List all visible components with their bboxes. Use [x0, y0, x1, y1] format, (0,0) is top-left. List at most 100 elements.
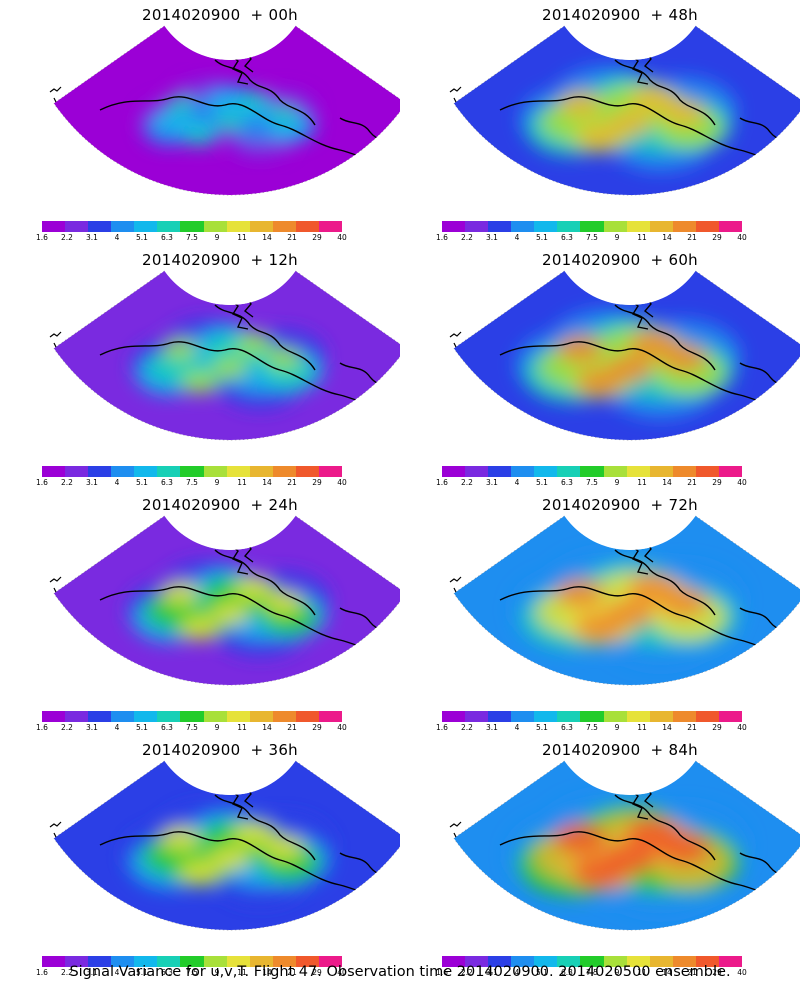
- colorbar-tick-label: 11: [237, 723, 247, 732]
- colorbar-tick-label: 21: [687, 968, 697, 977]
- colorbar-tick-label: 7.5: [186, 478, 198, 487]
- colorbar-swatch: [134, 956, 158, 967]
- colorbar-labels: 1.6 2.2 3.1 4 5.1 6.3 7.5 9 11 14 21 29 40: [36, 478, 347, 488]
- map-canvas: [449, 25, 800, 196]
- colorbar-swatch: [111, 466, 135, 477]
- colorbar-tick-label: 7.5: [186, 723, 198, 732]
- panel-title: 2014020900 + 60h: [541, 251, 698, 269]
- colorbar-swatch: [603, 711, 627, 722]
- colorbar-swatch: [557, 956, 581, 967]
- colorbar-swatch: [65, 956, 89, 967]
- colorbar-tick-label: 2.2: [61, 723, 73, 732]
- colorbar-tick-label: 1.6: [436, 968, 448, 977]
- colorbar-tick-label: 40: [737, 968, 747, 977]
- colorbar-swatch: [272, 711, 296, 722]
- colorbar-swatch: [226, 221, 250, 232]
- colorbar-tick-label: 29: [712, 478, 722, 487]
- colorbar-tick-label: 14: [262, 723, 272, 732]
- island-marks: [449, 576, 462, 593]
- colorbar-tick-label: 3.1: [86, 723, 98, 732]
- colorbar-swatch: [626, 711, 650, 722]
- colorbar-swatch: [672, 711, 696, 722]
- colorbar-swatch: [626, 466, 650, 477]
- colorbar-tick-label: 4: [114, 478, 120, 487]
- colorbar-tick-label: 9: [214, 968, 220, 977]
- colorbar-swatch: [626, 956, 650, 967]
- colorbar-tick-label: 2.2: [61, 233, 73, 242]
- colorbar-tick-label: 9: [614, 478, 620, 487]
- colorbar-swatch: [534, 221, 558, 232]
- colorbar-tick-label: 5.1: [136, 968, 148, 977]
- map-panel-48h: 2014020900 + 48h 1.6 2.2 3.1 4 5.1 6.3 7.5 9 11 1…: [436, 0, 800, 245]
- colorbar-tick-label: 5.1: [136, 723, 148, 732]
- colorbar-swatch: [226, 956, 250, 967]
- panel-title: 2014020900 + 36h: [141, 741, 298, 759]
- colorbar-swatch: [180, 466, 204, 477]
- colorbar-swatch: [134, 466, 158, 477]
- colorbar-labels: 1.6 2.2 3.1 4 5.1 6.3 7.5 9 11 14 21 29 40: [436, 478, 747, 488]
- colorbar-swatch: [42, 221, 66, 232]
- colorbar-swatch: [295, 711, 319, 722]
- map-canvas: [449, 515, 800, 686]
- variance-field: [453, 25, 800, 196]
- colorbar-tick-label: 40: [737, 233, 747, 242]
- colorbar-labels: 1.6 2.2 3.1 4 5.1 6.3 7.5 9 11 14 21 29 40: [436, 968, 747, 978]
- colorbar-tick-label: 3.1: [486, 968, 498, 977]
- colorbar-tick-label: 4: [114, 233, 120, 242]
- colorbar-swatch: [557, 711, 581, 722]
- colorbar-tick-label: 29: [712, 723, 722, 732]
- colorbar-tick-label: 14: [262, 233, 272, 242]
- colorbar-swatch: [488, 221, 512, 232]
- colorbar-swatch: [672, 956, 696, 967]
- colorbar-swatch: [511, 221, 535, 232]
- colorbar-swatch: [580, 711, 604, 722]
- colorbar-swatch: [695, 956, 719, 967]
- colorbar-tick-label: 1.6: [436, 723, 448, 732]
- colorbar-swatch: [111, 221, 135, 232]
- colorbar-tick-label: 14: [662, 233, 672, 242]
- colorbar-swatch: [65, 221, 89, 232]
- colorbar-swatch: [511, 711, 535, 722]
- colorbar-swatch: [42, 711, 66, 722]
- colorbar-swatch: [42, 466, 66, 477]
- colorbar-swatch: [718, 956, 743, 967]
- colorbar-tick-label: 21: [687, 723, 697, 732]
- colorbar-tick-label: 11: [237, 968, 247, 977]
- colorbar-tick-label: 11: [637, 478, 647, 487]
- colorbar-tick-label: 21: [687, 233, 697, 242]
- colorbar-swatch: [180, 711, 204, 722]
- colorbar: [42, 956, 343, 967]
- colorbar-tick-label: 2.2: [61, 968, 73, 977]
- map-canvas: [49, 760, 400, 931]
- colorbar-swatch: [180, 956, 204, 967]
- colorbar-tick-label: 6.3: [561, 478, 573, 487]
- colorbar-tick-label: 3.1: [486, 233, 498, 242]
- colorbar-tick-label: 1.6: [436, 478, 448, 487]
- colorbar-swatch: [157, 221, 181, 232]
- colorbar-tick-label: 4: [514, 968, 520, 977]
- colorbar-swatch: [465, 221, 489, 232]
- colorbar-labels: 1.6 2.2 3.1 4 5.1 6.3 7.5 9 11 14 21 29 40: [36, 723, 347, 733]
- colorbar-swatch: [718, 466, 743, 477]
- colorbar-tick-label: 6.3: [161, 233, 173, 242]
- colorbar-tick-label: 6.3: [561, 233, 573, 242]
- colorbar-swatch: [534, 956, 558, 967]
- colorbar-tick-label: 40: [337, 478, 347, 487]
- colorbar-swatch: [203, 711, 227, 722]
- map-panel-12h: 2014020900 + 12h 1.6 2.2 3.1 4 5.1 6.3 7.5 9 11 1…: [36, 245, 400, 490]
- colorbar-swatch: [88, 466, 112, 477]
- colorbar-tick-label: 9: [214, 478, 220, 487]
- colorbar-swatch: [580, 466, 604, 477]
- map-panel-36h: 2014020900 + 36h 1.6 2.2 3.1 4 5.1 6.3 7.5 9 11 1…: [36, 735, 400, 980]
- colorbar-tick-label: 2.2: [461, 968, 473, 977]
- colorbar-tick-label: 4: [114, 723, 120, 732]
- colorbar-tick-label: 29: [312, 233, 322, 242]
- colorbar-tick-label: 21: [287, 723, 297, 732]
- colorbar-tick-label: 29: [712, 233, 722, 242]
- colorbar-tick-label: 4: [514, 233, 520, 242]
- colorbar-swatch: [295, 221, 319, 232]
- colorbar-tick-label: 4: [114, 968, 120, 977]
- variance-field: [453, 270, 800, 441]
- colorbar-tick-label: 7.5: [586, 968, 598, 977]
- island-marks: [449, 86, 462, 103]
